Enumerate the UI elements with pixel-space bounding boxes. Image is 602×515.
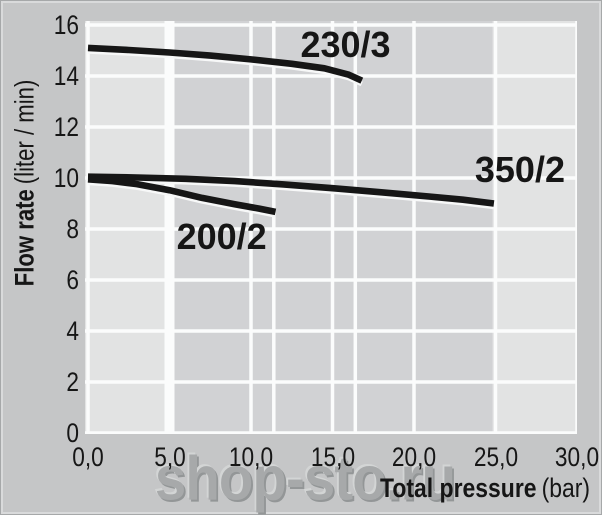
x-tick-label: 0,0 (72, 442, 104, 472)
x-axis-title-main: Total pressure (379, 473, 537, 503)
x-tick-label: 30,0 (554, 442, 600, 472)
x-tick-label: 15,0 (310, 442, 355, 472)
watermark: shop-sto.ru (154, 444, 456, 514)
y-tick-label: 8 (66, 214, 79, 244)
x-axis-title-unit: (bar) (541, 473, 590, 503)
curve-label-200-2: 200/2 (176, 215, 267, 257)
x-tick-label: 25,0 (473, 442, 518, 472)
y-tick-label: 0 (66, 418, 79, 448)
y-axis-title-unit: (liter / min) (9, 79, 40, 185)
y-tick-label: 16 (53, 10, 79, 40)
y-tick-label: 6 (66, 265, 79, 295)
curve-label-230-3: 230/3 (300, 24, 391, 66)
x-tick-label: 20,0 (391, 442, 437, 472)
y-tick-label: 12 (53, 112, 79, 142)
x-tick-label: 10,0 (228, 442, 274, 472)
y-axis-title: Flow rate (liter / min) (10, 80, 41, 287)
x-tick-label: 5,0 (153, 442, 186, 472)
curve-230-3 (87, 44, 364, 84)
curve-label-350-2: 350/2 (474, 149, 565, 191)
curve-350-2 (87, 173, 495, 207)
plot-area: 230/3 350/2 200/2 (85, 21, 577, 434)
curve-200-2 (87, 176, 277, 216)
y-tick-label: 14 (53, 61, 79, 91)
x-axis-title: Total pressure (bar) (380, 475, 590, 502)
chart-canvas (85, 21, 577, 434)
y-axis-title-main: Flow rate (9, 189, 40, 287)
y-tick-label: 10 (53, 163, 79, 193)
y-tick-label: 2 (66, 367, 79, 397)
y-tick-label: 4 (66, 316, 79, 346)
